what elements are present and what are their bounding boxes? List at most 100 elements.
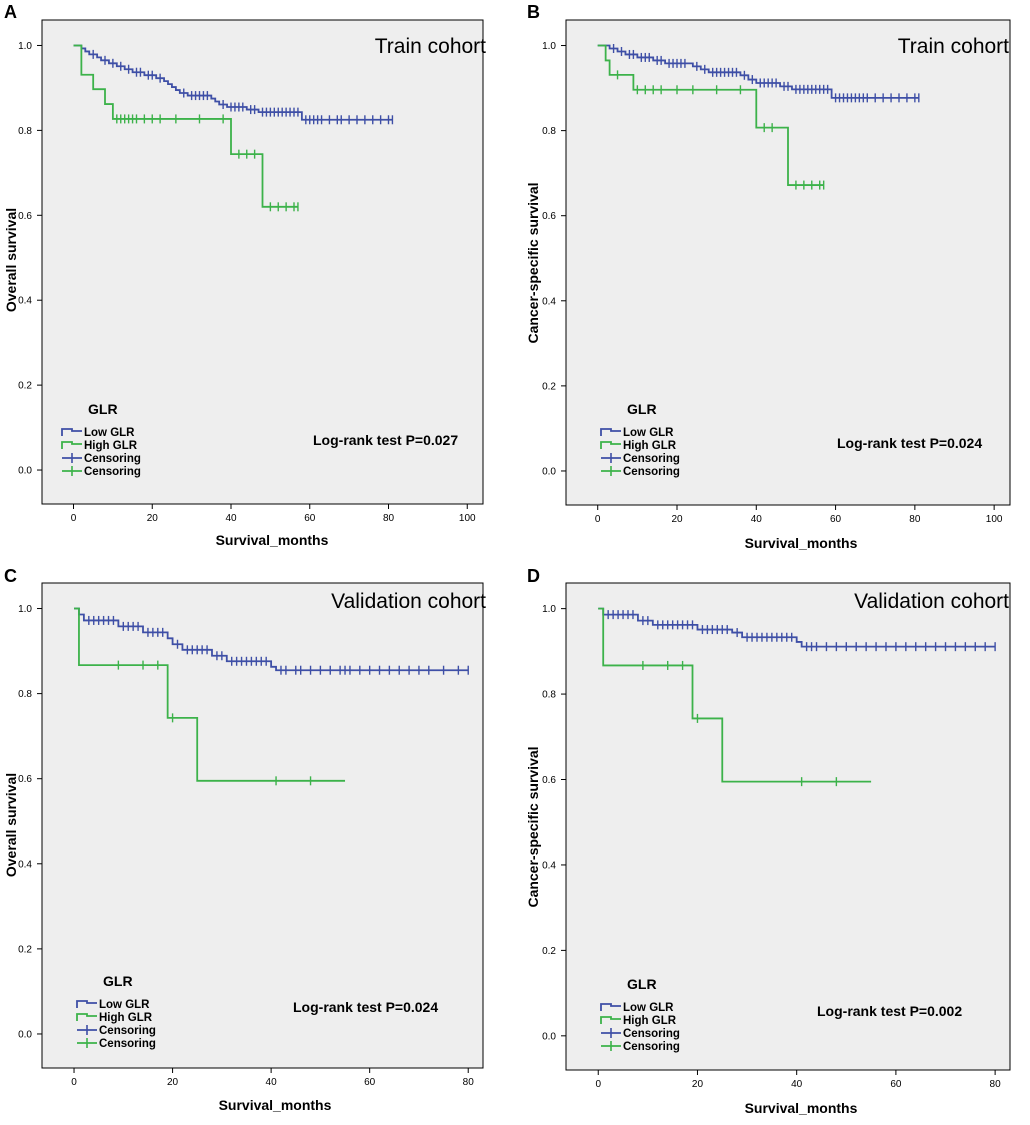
- y-tick-label: 1.0: [542, 41, 556, 52]
- legend-item-label: Censoring: [623, 466, 680, 478]
- x-tick-label: 60: [364, 1077, 376, 1088]
- km-chart: 0 20 40 60 80 100 0.0 0.2 0.4 0.6 0.8 1.0 Train coho…: [525, 19, 1011, 551]
- y-tick-label: 0.2: [542, 381, 556, 392]
- x-tick-label: 80: [909, 514, 921, 525]
- y-axis-label: Cancer-specific survival: [525, 182, 541, 343]
- panel-letter: B: [527, 2, 540, 22]
- y-tick-label: 1.0: [542, 604, 556, 615]
- survival-curve-high-glr: [597, 44, 824, 186]
- y-tick-label: 0.8: [18, 689, 32, 700]
- y-tick-label: 0.4: [542, 860, 556, 871]
- y-tick-label: 0.2: [18, 381, 32, 392]
- x-tick-label: 80: [463, 1077, 475, 1088]
- panel-letter: C: [4, 566, 17, 586]
- y-tick-label: 0.0: [18, 466, 32, 477]
- survival-curve-low-glr: [597, 44, 919, 99]
- survival-curve-high-glr: [74, 607, 346, 782]
- y-tick-label: 0.4: [18, 859, 32, 870]
- x-tick-label: 60: [304, 513, 316, 524]
- log-rank-annotation: Log-rank test P=0.002: [817, 1003, 962, 1019]
- y-tick-label: 0.8: [542, 690, 556, 701]
- legend-swatch-high-glr: [600, 1016, 621, 1024]
- y-axis-label: Overall survival: [3, 208, 19, 312]
- survival-curve-low-glr: [598, 607, 996, 648]
- y-tick-label: 0.6: [18, 211, 32, 222]
- legend-swatch-low-glr: [76, 1000, 97, 1008]
- km-chart: 0 20 40 60 80 100 0.0 0.2 0.4 0.6 0.8 1.0 Train coho…: [3, 19, 486, 548]
- panel-a: A 0 20 40 60 80 100 0.0 0.2 0.4 0.6 0.8 1.0 Train co…: [0, 0, 515, 560]
- legend-item-label: Censoring: [84, 466, 141, 478]
- x-axis-label: Survival_months: [745, 1100, 858, 1116]
- panel-b: B 0 20 40 60 80 100 0.0 0.2 0.4 0.6 0.8 1.0 Train co…: [515, 0, 1030, 560]
- legend-item-label: Censoring: [99, 1025, 156, 1037]
- x-tick-label: 100: [459, 513, 476, 524]
- x-axis-label: Survival_months: [219, 1097, 332, 1113]
- y-tick-label: 0.6: [542, 775, 556, 786]
- log-rank-annotation: Log-rank test P=0.024: [293, 999, 438, 1015]
- y-tick-label: 0.8: [18, 126, 32, 137]
- km-chart: 0 20 40 60 80 0.0 0.2 0.4 0.6 0.8 1.0 Validation co…: [3, 582, 486, 1113]
- y-tick-label: 0.4: [18, 296, 32, 307]
- panel-letter: A: [4, 2, 17, 22]
- km-chart: 0 20 40 60 80 0.0 0.2 0.4 0.6 0.8 1.0 Validation co…: [525, 582, 1011, 1116]
- plot-area: [41, 582, 484, 1069]
- y-tick-label: 0.8: [542, 126, 556, 137]
- y-axis-label: Overall survival: [3, 773, 19, 877]
- legend-title: GLR: [88, 401, 118, 417]
- x-tick-label: 0: [71, 1077, 77, 1088]
- survival-curve-high-glr: [598, 607, 872, 783]
- chart-title: Validation cohort: [854, 590, 1009, 613]
- legend-swatch-high-glr: [61, 441, 82, 449]
- y-tick-label: 1.0: [18, 604, 32, 615]
- x-tick-label: 20: [147, 513, 159, 524]
- x-tick-label: 80: [990, 1079, 1002, 1090]
- x-tick-label: 60: [830, 514, 842, 525]
- y-tick-label: 0.4: [542, 296, 556, 307]
- x-tick-label: 40: [751, 514, 763, 525]
- legend-item-label: Censoring: [623, 453, 680, 465]
- x-tick-label: 20: [692, 1079, 704, 1090]
- legend-item-label: High GLR: [623, 440, 677, 452]
- legend-item-label: Censoring: [623, 1028, 680, 1040]
- x-tick-label: 0: [595, 1079, 601, 1090]
- survival-curve-low-glr: [73, 44, 393, 121]
- legend-swatch-high-glr: [600, 441, 621, 449]
- x-axis-label: Survival_months: [216, 532, 329, 548]
- y-tick-label: 0.6: [18, 774, 32, 785]
- chart-title: Validation cohort: [331, 590, 486, 613]
- y-tick-label: 0.0: [18, 1029, 32, 1040]
- legend-swatch-high-glr: [76, 1013, 97, 1021]
- y-tick-label: 1.0: [18, 41, 32, 52]
- x-axis-label: Survival_months: [745, 535, 858, 551]
- y-tick-label: 0.0: [542, 1031, 556, 1042]
- chart-title: Train cohort: [375, 35, 486, 58]
- x-tick-label: 40: [225, 513, 237, 524]
- plot-area: [565, 582, 1011, 1071]
- legend-item-label: Low GLR: [623, 427, 674, 439]
- survival-curve-low-glr: [74, 607, 469, 672]
- x-tick-label: 40: [791, 1079, 803, 1090]
- legend-title: GLR: [627, 976, 657, 992]
- y-tick-label: 0.2: [542, 946, 556, 957]
- survival-curve-high-glr: [73, 44, 298, 208]
- log-rank-annotation: Log-rank test P=0.024: [837, 435, 982, 451]
- plot-area: [41, 19, 484, 505]
- panel-letter: D: [527, 566, 540, 586]
- legend-title: GLR: [103, 973, 133, 989]
- panel-d: D 0 20 40 60 80 0.0 0.2 0.4 0.6 0.8 1.0 Validation …: [515, 560, 1030, 1120]
- legend-item-label: Censoring: [84, 453, 141, 465]
- log-rank-annotation: Log-rank test P=0.027: [313, 432, 458, 448]
- legend-item-label: Low GLR: [84, 427, 135, 439]
- panel-c: C 0 20 40 60 80 0.0 0.2 0.4 0.6 0.8 1.0 Validation …: [0, 560, 515, 1120]
- legend-item-label: Censoring: [623, 1041, 680, 1053]
- legend-item-label: Censoring: [99, 1038, 156, 1050]
- x-tick-label: 40: [266, 1077, 278, 1088]
- legend-title: GLR: [627, 401, 657, 417]
- legend-swatch-low-glr: [600, 1003, 621, 1011]
- y-tick-label: 0.6: [542, 211, 556, 222]
- chart-title: Train cohort: [898, 35, 1009, 58]
- legend-item-label: High GLR: [84, 440, 138, 452]
- y-axis-label: Cancer-specific survival: [525, 746, 541, 907]
- legend-swatch-low-glr: [61, 428, 82, 436]
- x-tick-label: 60: [890, 1079, 902, 1090]
